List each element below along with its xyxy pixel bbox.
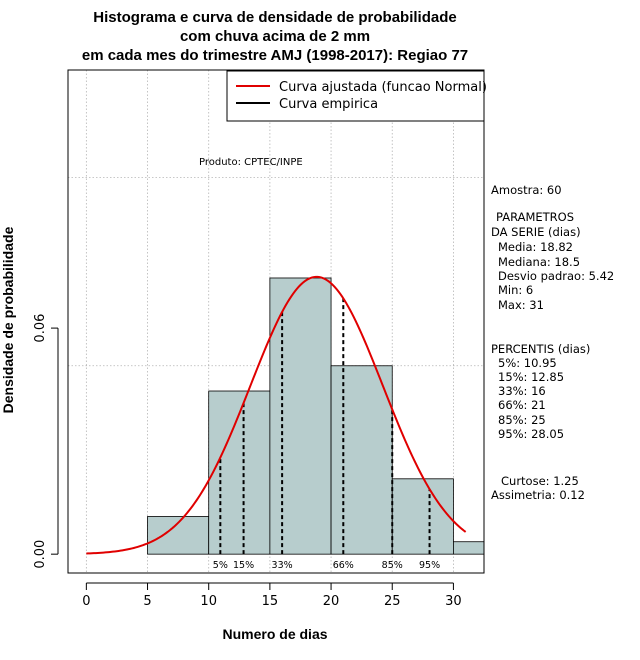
percentile-label: 85% bbox=[382, 560, 403, 571]
x-tick-label: 15 bbox=[262, 594, 279, 609]
stat-assimetria: Assimetria: 0.12 bbox=[491, 488, 585, 502]
stat-parametros-title-2: DA SERIE (dias) bbox=[491, 225, 581, 239]
stat-mediana: Mediana: 18.5 bbox=[498, 255, 580, 269]
stat-curtose: Curtose: 1.25 bbox=[501, 474, 579, 488]
x-tick-label: 0 bbox=[82, 594, 90, 609]
percentile-label: 33% bbox=[272, 560, 293, 571]
x-tick-label: 30 bbox=[445, 594, 462, 609]
normal-fit-curve bbox=[86, 275, 467, 555]
stat-max: Max: 31 bbox=[498, 298, 544, 312]
stat-parametros-title-1: PARAMETROS bbox=[496, 210, 574, 224]
stat-p85: 85%: 25 bbox=[498, 413, 546, 427]
y-tick-label: 0.06 bbox=[33, 314, 48, 343]
legend-box bbox=[226, 70, 485, 122]
x-tick-label: 10 bbox=[200, 594, 217, 609]
x-axis: 0 5 10 15 20 25 30 bbox=[82, 582, 462, 609]
legend: Curva ajustada (funcao Normal) Curva emp… bbox=[226, 70, 487, 122]
stat-p33: 33%: 16 bbox=[498, 384, 546, 398]
plot-frame bbox=[67, 69, 485, 574]
histogram-bar bbox=[330, 365, 393, 555]
legend-label-empirica: Curva empirica bbox=[279, 97, 378, 112]
stat-amostra: Amostra: 60 bbox=[491, 183, 562, 197]
normal-curve-layer bbox=[86, 275, 467, 555]
stats-panel: Amostra: 60 PARAMETROS DA SERIE (dias) M… bbox=[491, 183, 614, 502]
y-tick-label: 0.00 bbox=[33, 540, 48, 569]
x-tick-label: 5 bbox=[143, 594, 151, 609]
stat-media: Media: 18.82 bbox=[498, 240, 573, 254]
histogram-bar bbox=[391, 478, 454, 555]
title-line-1: Histograma e curva de densidade de proba… bbox=[93, 9, 456, 26]
stat-p66: 66%: 21 bbox=[498, 398, 546, 412]
histogram-bar bbox=[269, 277, 332, 555]
legend-label-normal: Curva ajustada (funcao Normal) bbox=[279, 80, 487, 95]
chart-title: Histograma e curva de densidade de proba… bbox=[82, 9, 468, 64]
percentile-label: 95% bbox=[419, 560, 440, 571]
stat-percentis-title: PERCENTIS (dias) bbox=[491, 342, 590, 356]
percentile-label: 15% bbox=[233, 560, 254, 571]
histogram-bar bbox=[453, 541, 485, 555]
stat-p95: 95%: 28.05 bbox=[498, 427, 564, 441]
histogram-bars bbox=[147, 277, 485, 555]
title-line-3: em cada mes do trimestre AMJ (1998-2017)… bbox=[82, 47, 468, 64]
y-axis-label: Densidade de probabilidade bbox=[0, 226, 16, 413]
title-line-2: com chuva acima de 2 mm bbox=[180, 28, 370, 45]
stat-p5: 5%: 10.95 bbox=[498, 356, 557, 370]
histogram-bar bbox=[208, 390, 271, 555]
percentile-label: 5% bbox=[213, 560, 228, 571]
x-tick-label: 25 bbox=[384, 594, 401, 609]
percentile-lines: 5% 15% 33% 66% 85% 95% bbox=[213, 298, 440, 571]
stat-min: Min: 6 bbox=[498, 283, 533, 297]
stat-p15: 15%: 12.85 bbox=[498, 370, 564, 384]
y-axis: 0.00 0.06 bbox=[33, 314, 59, 569]
produto-credit: Produto: CPTEC/INPE bbox=[199, 157, 303, 168]
x-axis-label: Numero de dias bbox=[222, 626, 327, 642]
percentile-label: 66% bbox=[333, 560, 354, 571]
x-tick-label: 20 bbox=[323, 594, 340, 609]
stat-desvio: Desvio padrao: 5.42 bbox=[498, 269, 614, 283]
